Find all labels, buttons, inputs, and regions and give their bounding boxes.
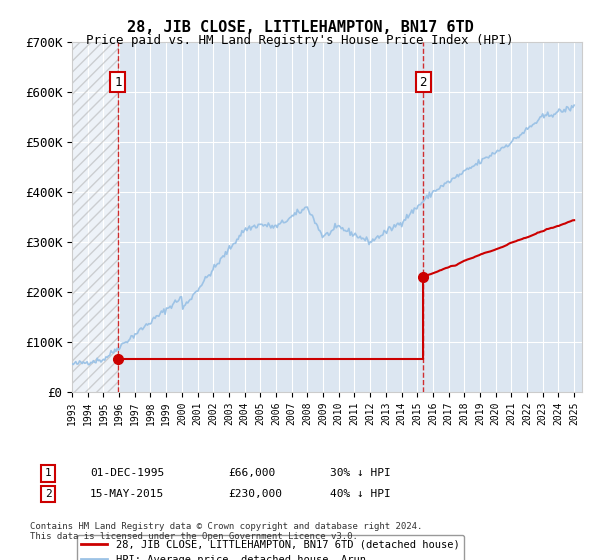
Text: Price paid vs. HM Land Registry's House Price Index (HPI): Price paid vs. HM Land Registry's House … bbox=[86, 34, 514, 46]
Text: £66,000: £66,000 bbox=[228, 468, 275, 478]
Text: 28, JIB CLOSE, LITTLEHAMPTON, BN17 6TD: 28, JIB CLOSE, LITTLEHAMPTON, BN17 6TD bbox=[127, 20, 473, 35]
Text: 1: 1 bbox=[44, 468, 52, 478]
Bar bbox=[72, 42, 118, 392]
Text: 15-MAY-2015: 15-MAY-2015 bbox=[90, 489, 164, 499]
Legend: 28, JIB CLOSE, LITTLEHAMPTON, BN17 6TD (detached house), HPI: Average price, det: 28, JIB CLOSE, LITTLEHAMPTON, BN17 6TD (… bbox=[77, 535, 464, 560]
Text: 01-DEC-1995: 01-DEC-1995 bbox=[90, 468, 164, 478]
Text: 1: 1 bbox=[114, 76, 122, 88]
Text: 2: 2 bbox=[419, 76, 427, 88]
Text: 30% ↓ HPI: 30% ↓ HPI bbox=[330, 468, 391, 478]
Text: £230,000: £230,000 bbox=[228, 489, 282, 499]
Text: 2: 2 bbox=[44, 489, 52, 499]
Text: 40% ↓ HPI: 40% ↓ HPI bbox=[330, 489, 391, 499]
Text: Contains HM Land Registry data © Crown copyright and database right 2024.
This d: Contains HM Land Registry data © Crown c… bbox=[30, 522, 422, 542]
